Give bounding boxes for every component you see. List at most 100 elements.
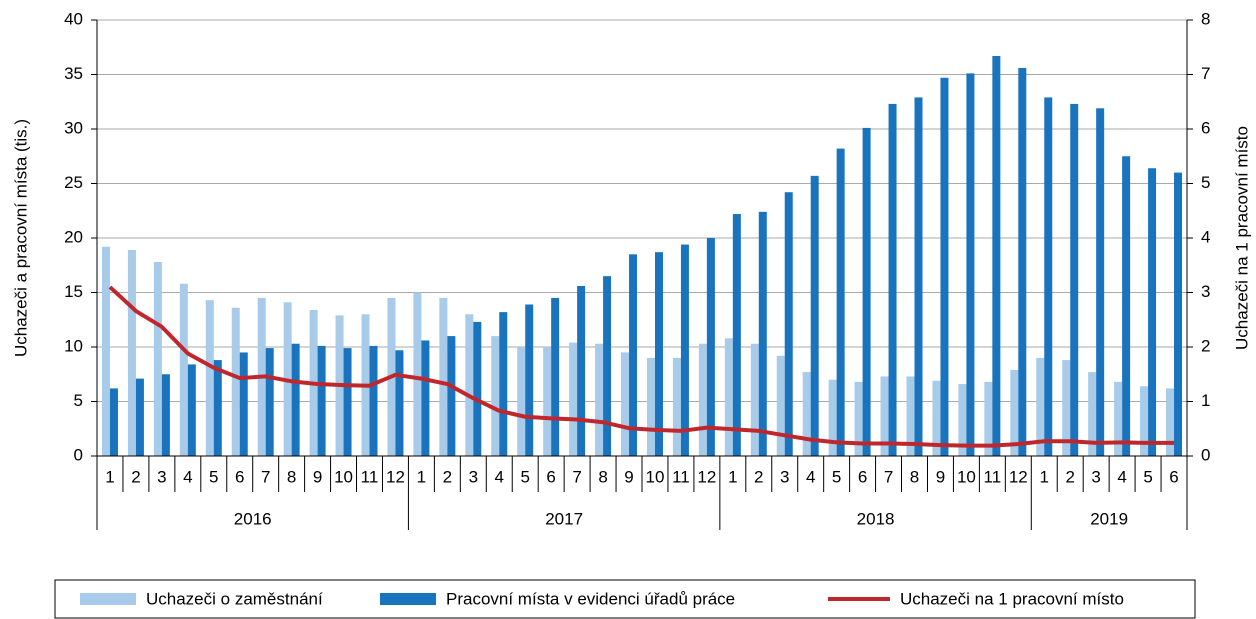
bar <box>672 357 681 456</box>
bar <box>888 103 897 457</box>
legend-label: Uchazeči na 1 pracovní místo <box>900 589 1124 608</box>
x-tick-label: 12 <box>386 467 405 486</box>
bar <box>1044 97 1053 456</box>
bar <box>135 378 144 456</box>
legend-swatch <box>380 593 436 605</box>
y-tick-label: 30 <box>64 118 83 137</box>
legend-swatch <box>80 593 136 605</box>
bar <box>646 357 655 456</box>
bar <box>577 285 586 456</box>
y2-tick-label: 0 <box>1201 445 1210 464</box>
bar <box>1010 369 1019 456</box>
bar <box>343 348 352 456</box>
bar <box>1140 386 1149 456</box>
x-tick-label: 3 <box>469 467 478 486</box>
bar <box>966 73 975 456</box>
y2-tick-label: 8 <box>1201 9 1210 28</box>
x-tick-label: 7 <box>884 467 893 486</box>
y-axis-title: Uchazeči a pracovní místa (tis.) <box>11 119 30 357</box>
x-tick-label: 8 <box>287 467 296 486</box>
bar <box>984 381 993 456</box>
bar <box>784 192 793 456</box>
x-tick-label: 5 <box>832 467 841 486</box>
bar <box>914 97 923 456</box>
bar <box>1062 360 1071 456</box>
bar <box>724 338 733 456</box>
bar <box>992 55 1001 456</box>
bar <box>906 376 915 456</box>
bar <box>161 374 170 456</box>
x-tick-label: 4 <box>806 467 815 486</box>
y2-tick-label: 6 <box>1201 118 1210 137</box>
bar <box>1148 168 1157 457</box>
x-tick-label: 8 <box>910 467 919 486</box>
x-tick-label: 2 <box>1065 467 1074 486</box>
x-tick-label: 6 <box>546 467 555 486</box>
bar <box>854 381 863 456</box>
legend-label: Uchazeči o zaměstnání <box>146 589 323 608</box>
bar <box>958 384 967 456</box>
bar <box>213 360 222 456</box>
bar <box>595 343 604 456</box>
bar <box>1088 372 1097 456</box>
bar <box>940 77 949 457</box>
group-label: 2017 <box>545 509 583 528</box>
bar <box>932 380 941 456</box>
bar <box>1166 388 1175 456</box>
y-tick-label: 25 <box>64 173 83 192</box>
bar <box>603 276 612 456</box>
bar <box>369 345 378 456</box>
y-tick-label: 5 <box>74 391 83 410</box>
bar <box>654 252 663 456</box>
x-tick-label: 9 <box>313 467 322 486</box>
x-tick-label: 7 <box>572 467 581 486</box>
bar <box>499 312 508 456</box>
bar <box>750 343 759 456</box>
bar <box>776 355 785 456</box>
bar <box>551 297 560 456</box>
bar <box>127 249 136 456</box>
x-tick-label: 2 <box>754 467 763 486</box>
y2-tick-label: 3 <box>1201 282 1210 301</box>
legend-box <box>54 579 1196 619</box>
bar <box>621 352 630 456</box>
bar <box>1174 172 1183 456</box>
y-tick-label: 20 <box>64 227 83 246</box>
bar <box>698 343 707 456</box>
x-tick-label: 5 <box>520 467 529 486</box>
bar <box>525 304 534 456</box>
x-tick-label: 4 <box>1117 467 1126 486</box>
bar <box>421 340 430 456</box>
x-tick-label: 6 <box>235 467 244 486</box>
x-tick-label: 2 <box>443 467 452 486</box>
y-tick-label: 0 <box>74 445 83 464</box>
x-tick-label: 2 <box>131 467 140 486</box>
bar <box>317 345 326 456</box>
bar <box>265 348 274 456</box>
x-tick-label: 1 <box>417 467 426 486</box>
bar <box>1036 357 1045 456</box>
bar <box>439 297 448 456</box>
y2-tick-label: 2 <box>1201 336 1210 355</box>
x-tick-label: 8 <box>598 467 607 486</box>
bar <box>569 342 578 456</box>
bar <box>517 347 526 456</box>
x-tick-label: 3 <box>1091 467 1100 486</box>
bar <box>758 211 767 456</box>
x-tick-label: 10 <box>334 467 353 486</box>
y2-tick-label: 5 <box>1201 173 1210 192</box>
x-tick-label: 1 <box>1040 467 1049 486</box>
x-tick-label: 12 <box>697 467 716 486</box>
bar <box>802 372 811 456</box>
x-tick-label: 12 <box>1009 467 1028 486</box>
bar <box>291 343 300 456</box>
x-tick-label: 9 <box>936 467 945 486</box>
group-label: 2019 <box>1090 509 1128 528</box>
x-tick-label: 1 <box>728 467 737 486</box>
x-tick-label: 10 <box>646 467 665 486</box>
line <box>108 285 1175 448</box>
bar <box>239 352 248 456</box>
bar <box>465 314 474 456</box>
x-tick-label: 4 <box>495 467 504 486</box>
